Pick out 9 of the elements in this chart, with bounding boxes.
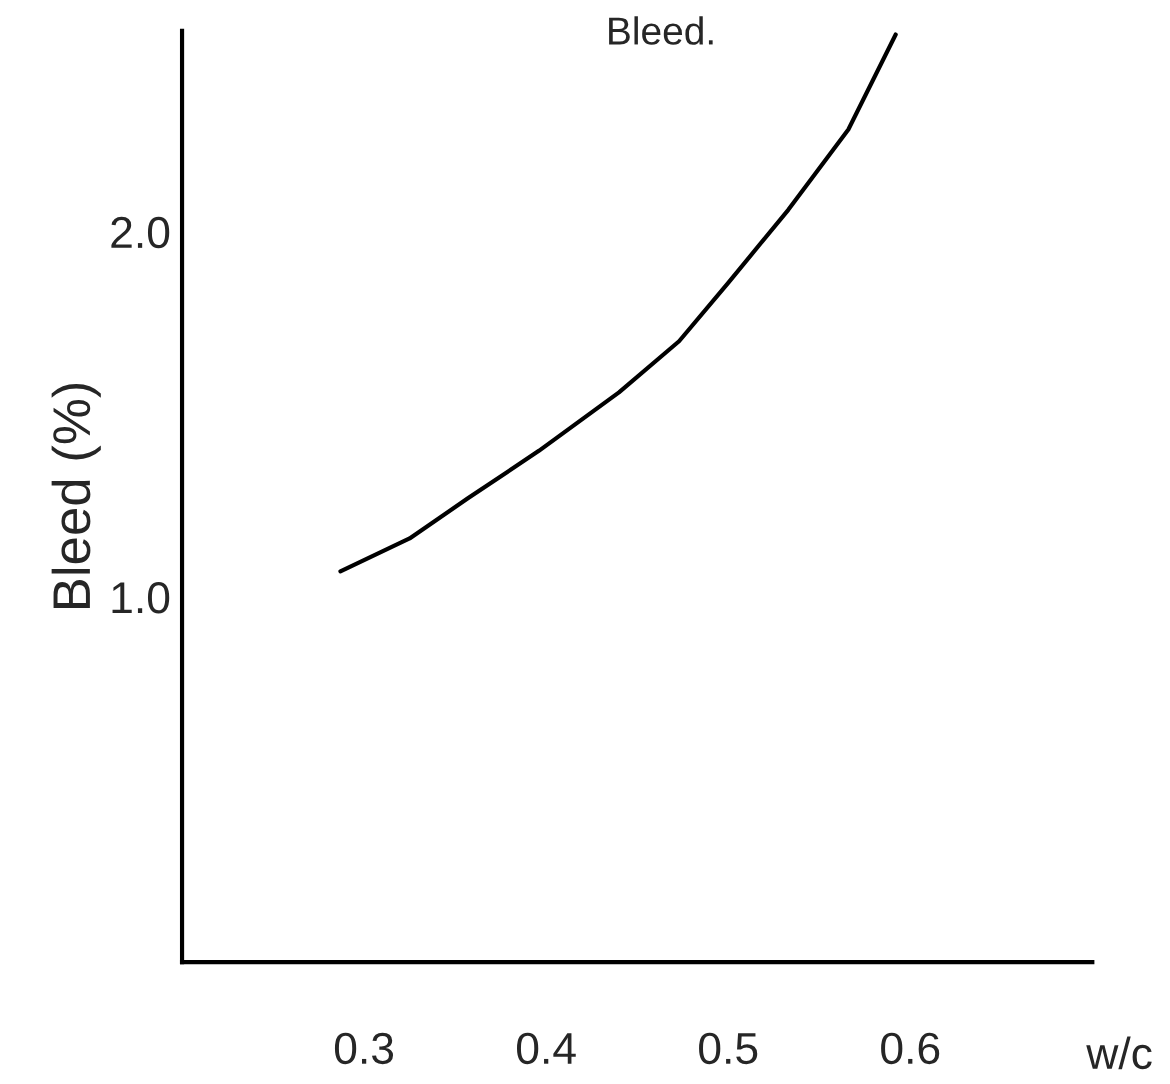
chart-title: Bleed.: [609, 16, 713, 45]
x-tick-label: 0.5: [699, 1032, 758, 1065]
x-axis-title: w/c: [1086, 1036, 1152, 1070]
y-tick-label: 2.0: [111, 216, 170, 249]
x-tick-label: 0.6: [881, 1032, 940, 1065]
x-tick-label: 0.3: [334, 1032, 394, 1065]
y-axis-title: Bleed (%): [51, 383, 101, 608]
y-tick-label: 1.0: [112, 581, 170, 614]
x-tick-label: 0.4: [517, 1032, 576, 1065]
